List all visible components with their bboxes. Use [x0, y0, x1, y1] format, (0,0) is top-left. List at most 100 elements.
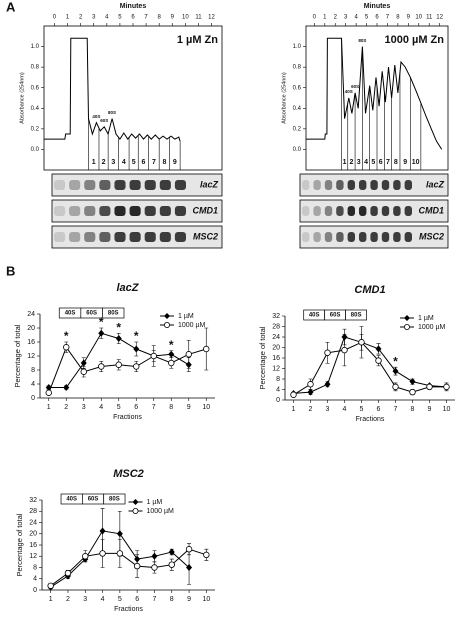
blot-band [159, 232, 171, 242]
blot-band [359, 206, 367, 216]
ribosome-box [102, 307, 125, 319]
ribosome-label: 60S [86, 311, 97, 317]
blot-band [144, 232, 156, 242]
blot-band [370, 206, 378, 216]
x-tick-label: 1 [66, 15, 70, 21]
y-tick-label: 32 [29, 497, 37, 504]
fraction-label: 6 [379, 159, 383, 166]
marker [80, 368, 87, 375]
blot-band [404, 180, 412, 190]
marker [392, 383, 399, 391]
x-axis-label: Minutes [364, 3, 391, 10]
fraction-label: 5 [371, 159, 375, 166]
panel-label: A [6, 0, 16, 14]
x-tick-label: 6 [134, 404, 138, 411]
y-tick-label: 12 [272, 365, 280, 372]
marker [168, 548, 175, 556]
absorbance-trace [306, 37, 443, 150]
marker [186, 564, 193, 571]
blot-band [114, 206, 126, 216]
marker [392, 367, 399, 375]
y-tick-label: 32 [272, 313, 280, 320]
legend-marker [132, 499, 139, 505]
marker [324, 380, 331, 388]
y-tick-label: 4 [276, 386, 280, 393]
y-tick-label: 16 [272, 355, 280, 362]
ribosome-label: 80S [108, 311, 119, 317]
blot-band [370, 180, 378, 190]
ribosome-box [103, 493, 126, 505]
y-tick-label: 8 [31, 367, 35, 374]
blot-band [69, 180, 81, 190]
x-tick-label: 4 [105, 15, 109, 21]
x-tick-label: 5 [118, 596, 122, 603]
legend-marker [404, 315, 410, 321]
fraction-label: 10 [412, 159, 420, 166]
marker [45, 389, 52, 396]
x-tick-label: 10 [202, 404, 210, 411]
x-tick-label: 7 [386, 15, 390, 21]
significance-star: * [116, 320, 121, 334]
x-tick-label: 8 [169, 404, 173, 411]
blot-band [129, 232, 141, 242]
x-tick-label: 4 [101, 596, 105, 603]
x-axis-label: Fractions [113, 414, 142, 421]
x-tick-label: 5 [117, 404, 121, 411]
x-axis-label: Fractions [356, 416, 385, 423]
x-tick-label: 6 [131, 15, 135, 21]
x-tick-label: 1 [292, 406, 296, 413]
marker [185, 361, 192, 369]
legend-label: 1 µM [147, 499, 163, 506]
blot-band [144, 206, 156, 216]
legend-marker [163, 321, 170, 328]
x-tick-label: 9 [171, 15, 175, 21]
blot-band [381, 180, 390, 190]
x-tick-label: 8 [170, 596, 174, 603]
x-tick-label: 10 [202, 596, 210, 603]
marker [115, 361, 122, 368]
blot-band [347, 206, 355, 216]
blot-band [114, 180, 126, 190]
y-axis-label: Percentage of total [15, 513, 24, 576]
x-tick-label: 5 [118, 15, 122, 21]
marker [426, 383, 433, 391]
blot-band [69, 232, 81, 242]
x-tick-label: 0 [313, 15, 317, 21]
x-tick-label: 2 [309, 406, 313, 413]
marker [168, 350, 175, 358]
blot-band [336, 180, 344, 190]
fraction-label: 8 [162, 159, 166, 166]
marker [185, 546, 193, 553]
y-tick-label: 4 [33, 576, 37, 583]
blot-band [129, 206, 141, 216]
marker [203, 551, 210, 559]
marker [115, 335, 122, 342]
y-tick-label: 8 [33, 564, 37, 571]
y-tick-label: 4 [31, 381, 35, 388]
blot-band [302, 206, 310, 216]
blot-band [347, 180, 355, 190]
ribosome-label: 80S [351, 313, 362, 319]
ribosome-label: 60S [330, 313, 341, 319]
x-tick-label: 8 [158, 15, 162, 21]
x-tick-label: 9 [187, 404, 191, 411]
chart-title: lacZ [116, 282, 139, 294]
marker [63, 384, 70, 391]
legend-label: 1 µM [178, 313, 194, 320]
panel-label: B [6, 263, 15, 278]
x-tick-label: 10 [443, 406, 451, 413]
chart-title: MSC2 [113, 468, 144, 480]
fraction-label: 2 [349, 159, 353, 166]
x-tick-label: 6 [375, 15, 379, 21]
y-tick-label: 20 [29, 531, 37, 538]
blot-band [99, 206, 111, 216]
marker [341, 346, 348, 354]
marker [307, 388, 314, 396]
x-tick-label: 3 [92, 15, 96, 21]
x-tick-label: 0 [53, 15, 57, 21]
blot-label: lacZ [426, 179, 445, 189]
blot-band [359, 180, 367, 190]
x-tick-label: 4 [354, 15, 358, 21]
marker [99, 550, 106, 557]
